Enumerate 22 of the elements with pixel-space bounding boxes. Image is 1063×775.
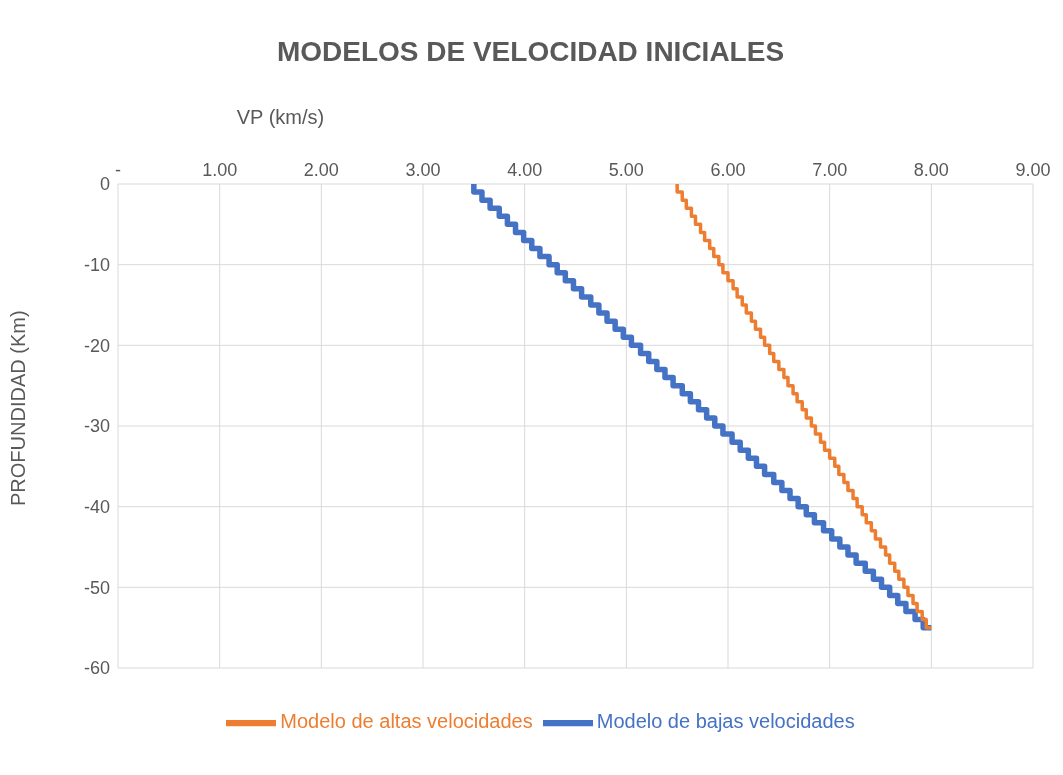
x-tick-label: 5.00 bbox=[608, 160, 644, 180]
x-tick-label: 2.00 bbox=[303, 160, 339, 180]
y-tick-label: -40 bbox=[83, 497, 110, 518]
x-tick-label: 1.00 bbox=[202, 160, 238, 180]
x-tick-label: 4.00 bbox=[507, 160, 543, 180]
y-tick-label: -20 bbox=[83, 335, 110, 356]
x-tick-label: 3.00 bbox=[405, 160, 441, 180]
x-axis-title: VP (km/s) bbox=[236, 106, 325, 128]
legend-label: Modelo de bajas velocidades bbox=[596, 710, 855, 733]
y-tick-label: -30 bbox=[83, 416, 110, 437]
y-axis-title: PROFUNDIDAD (Km) bbox=[7, 310, 30, 506]
y-tick-label: 0 bbox=[99, 174, 110, 195]
chart-title: MODELOS DE VELOCIDAD INICIALES bbox=[275, 35, 786, 69]
y-tick-label: -10 bbox=[83, 255, 110, 276]
legend-label: Modelo de altas velocidades bbox=[280, 710, 533, 733]
y-tick-label: -50 bbox=[83, 577, 110, 598]
x-tick-label: 6.00 bbox=[710, 160, 746, 180]
x-tick-label: 9.00 bbox=[1015, 160, 1051, 180]
y-tick-label: -60 bbox=[83, 658, 110, 679]
x-tick-label: - bbox=[115, 160, 121, 180]
x-tick-label: 7.00 bbox=[812, 160, 848, 180]
x-tick-label: 8.00 bbox=[913, 160, 949, 180]
